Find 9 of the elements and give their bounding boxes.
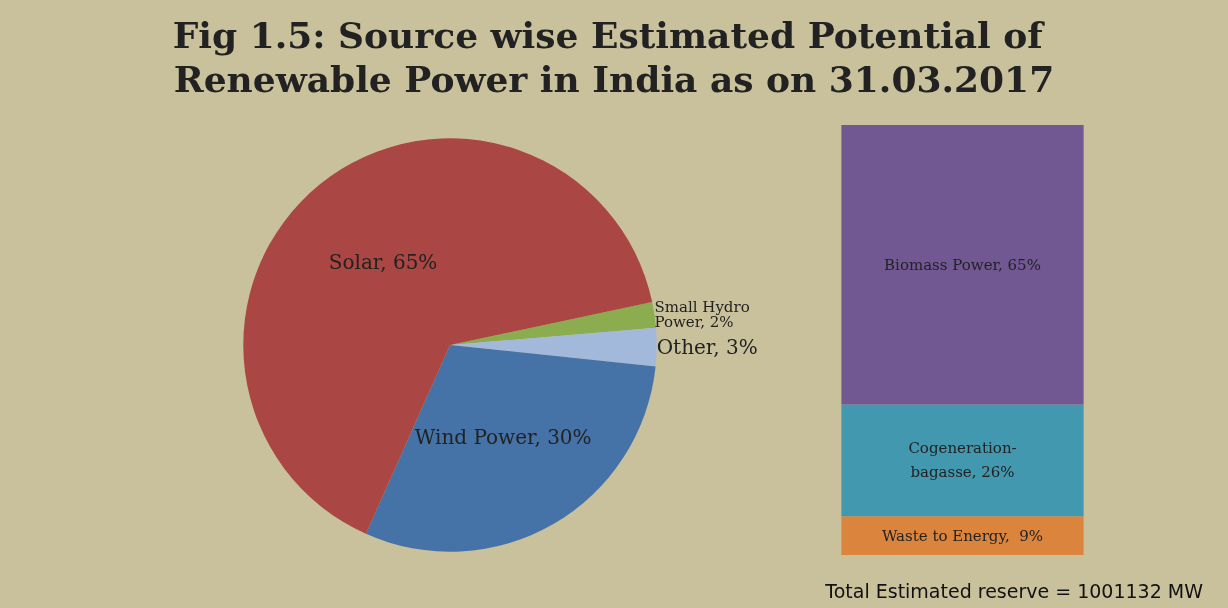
slice-label: Small Hydro Power, 2% [654,298,755,332]
slice-label: Wind Power, 30% [414,425,592,450]
slice-label: Other, 3% [656,335,758,360]
text: Total Estimated reserve = 1001132 MW [824,579,1204,602]
slice-label: Solar, 65% [328,250,438,275]
chart-title: Fig 1.5: Source wise Estimated Potential of Renewable Power in India as on 31.03.2017 [172,14,1056,100]
data-label: Waste to Energy, 9% [881,526,1044,545]
data-label: Cogeneration- bagasse, 26% [908,439,1017,482]
data-label: Biomass Power, 65% [884,255,1041,274]
